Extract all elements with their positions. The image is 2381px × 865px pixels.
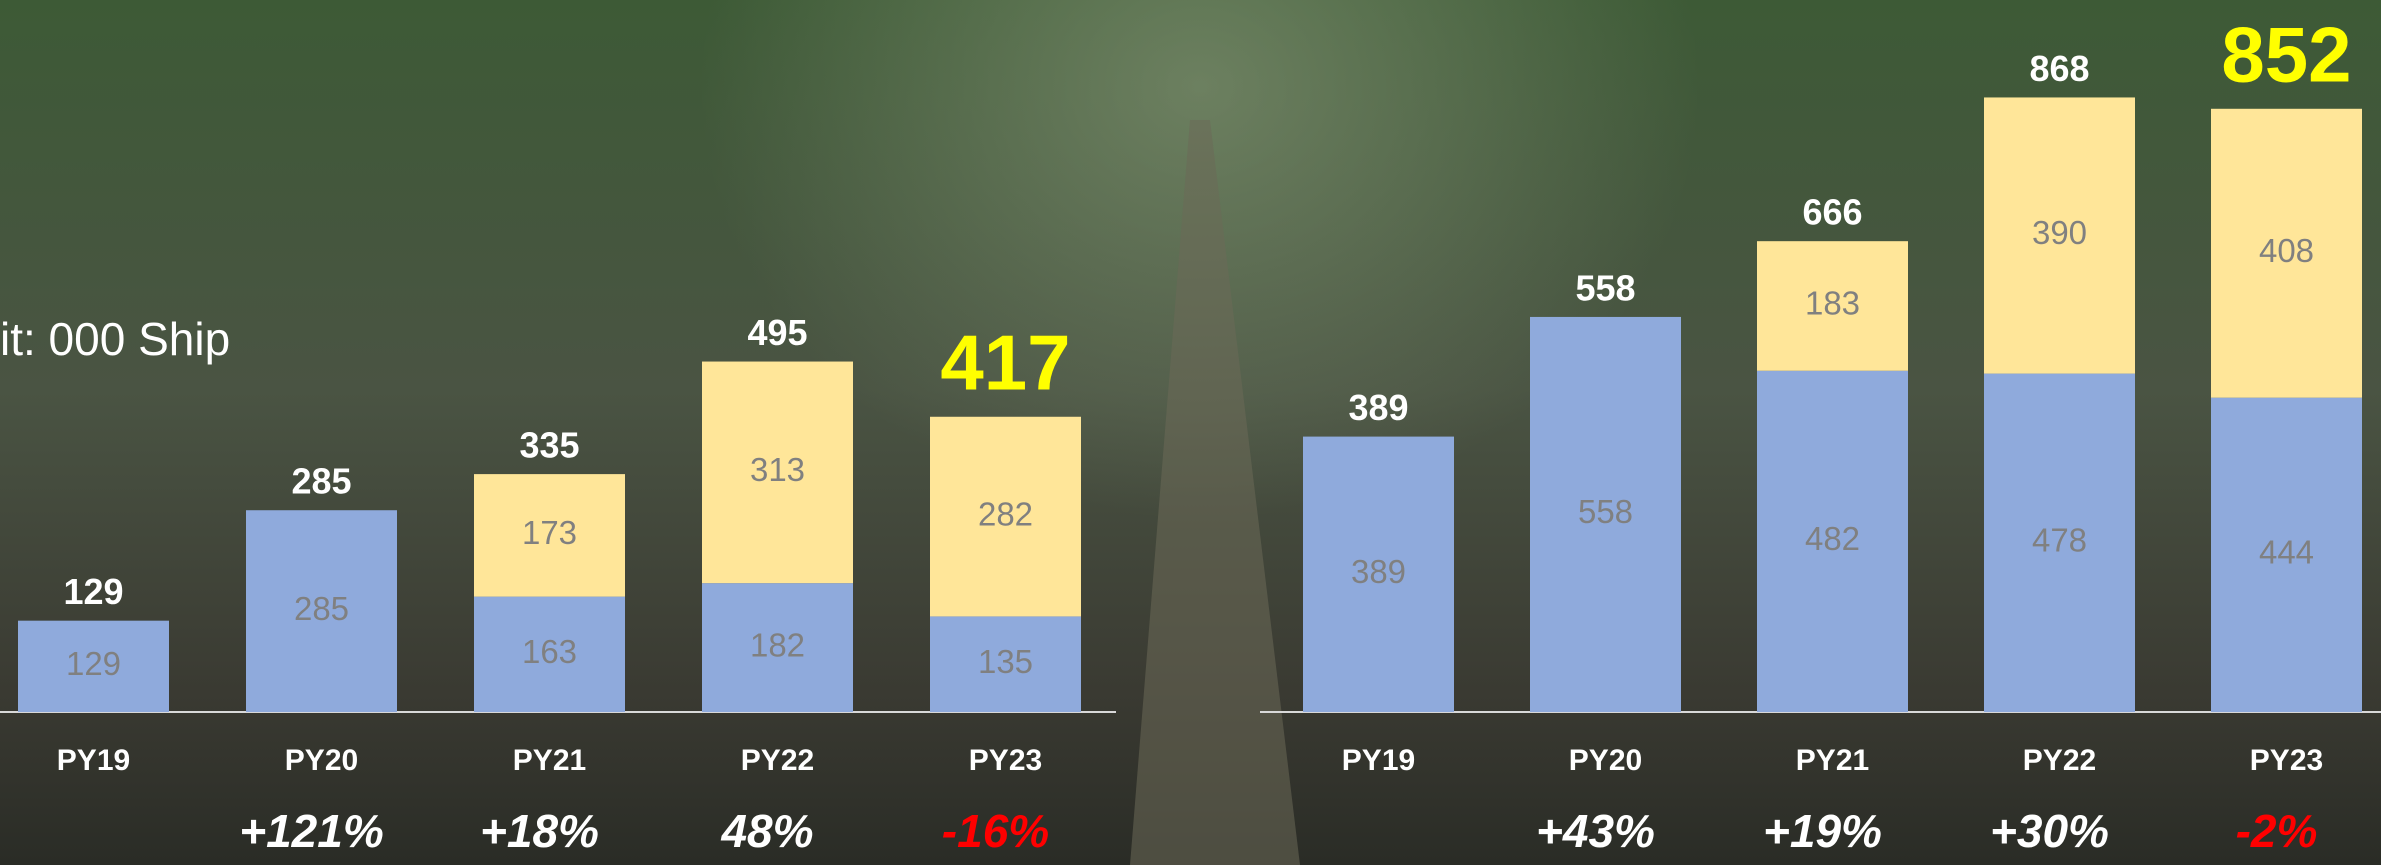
bar-segment bbox=[1757, 241, 1908, 371]
x-tick-label: PY20 bbox=[1569, 744, 1642, 777]
bar-segment bbox=[2211, 397, 2362, 712]
bar-segment bbox=[474, 596, 625, 712]
total-label: 389 bbox=[1348, 387, 1408, 428]
segment-label: 182 bbox=[750, 626, 805, 663]
bar-segment bbox=[1984, 97, 2135, 374]
total-label: 335 bbox=[519, 425, 579, 466]
bar-segment bbox=[2211, 108, 2362, 398]
growth-label: -16% bbox=[942, 805, 1049, 857]
x-tick-label: PY19 bbox=[1342, 744, 1415, 777]
total-label: 495 bbox=[747, 312, 807, 353]
segment-label: 163 bbox=[522, 633, 577, 670]
growth-label: +43% bbox=[1536, 805, 1655, 857]
total-label: 666 bbox=[1802, 192, 1862, 233]
x-tick-label: PY23 bbox=[969, 744, 1042, 777]
segment-label: 313 bbox=[750, 451, 805, 488]
growth-label: +18% bbox=[480, 805, 599, 857]
bar-segment bbox=[1984, 373, 2135, 712]
aisle bbox=[1130, 120, 1300, 865]
segment-label: 285 bbox=[294, 590, 349, 627]
segment-label: 183 bbox=[1805, 285, 1860, 322]
bar-segment bbox=[1530, 316, 1681, 712]
growth-label: -2% bbox=[2236, 805, 2318, 857]
bar-segment bbox=[702, 361, 853, 584]
total-label: 852 bbox=[2221, 10, 2351, 98]
unit-label: it: 000 Ship bbox=[0, 313, 230, 365]
segment-label: 482 bbox=[1805, 520, 1860, 557]
total-label: 417 bbox=[940, 318, 1070, 406]
total-label: 868 bbox=[2029, 48, 2089, 89]
x-tick-label: PY21 bbox=[1796, 744, 1869, 777]
total-label: 558 bbox=[1575, 267, 1635, 308]
growth-label: +30% bbox=[1990, 805, 2109, 857]
x-tick-label: PY21 bbox=[513, 744, 586, 777]
bar-segment bbox=[1757, 370, 1908, 712]
segment-label: 478 bbox=[2032, 522, 2087, 559]
segment-label: 390 bbox=[2032, 214, 2087, 251]
growth-label: 48% bbox=[720, 805, 813, 857]
x-tick-label: PY20 bbox=[285, 744, 358, 777]
x-tick-label: PY23 bbox=[2250, 744, 2323, 777]
segment-label: 282 bbox=[978, 495, 1033, 532]
segment-label: 444 bbox=[2259, 534, 2314, 571]
bar-segment bbox=[18, 620, 169, 712]
segment-label: 129 bbox=[66, 645, 121, 682]
bar-segment bbox=[246, 510, 397, 712]
bar-segment bbox=[1303, 436, 1454, 712]
total-label: 285 bbox=[291, 461, 351, 502]
growth-label: +19% bbox=[1763, 805, 1882, 857]
bar-segment bbox=[474, 474, 625, 597]
bar-segment bbox=[702, 583, 853, 712]
x-tick-label: PY22 bbox=[741, 744, 814, 777]
segment-label: 389 bbox=[1351, 553, 1406, 590]
bar-segment bbox=[930, 616, 1081, 712]
segment-label: 135 bbox=[978, 643, 1033, 680]
x-tick-label: PY19 bbox=[57, 744, 130, 777]
bar-segment bbox=[930, 416, 1081, 617]
segment-label: 173 bbox=[522, 514, 577, 551]
total-label: 129 bbox=[63, 571, 123, 612]
growth-label: +121% bbox=[239, 805, 384, 857]
segment-label: 408 bbox=[2259, 232, 2314, 269]
segment-label: 558 bbox=[1578, 493, 1633, 530]
x-tick-label: PY22 bbox=[2023, 744, 2096, 777]
